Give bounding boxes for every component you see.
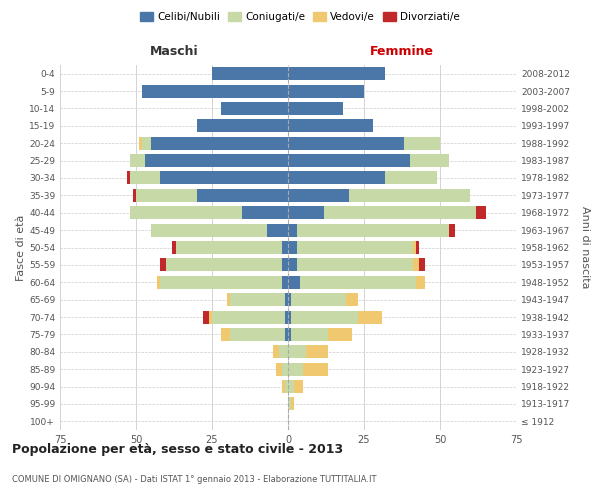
Bar — [282, 362, 288, 376]
Bar — [288, 276, 300, 289]
Bar — [288, 120, 373, 132]
Bar — [288, 84, 364, 98]
Bar — [230, 293, 285, 306]
Bar — [288, 241, 297, 254]
Bar — [172, 241, 176, 254]
Bar — [227, 293, 230, 306]
Bar — [288, 293, 291, 306]
Bar — [136, 189, 197, 202]
Bar — [282, 241, 288, 254]
Bar — [358, 310, 382, 324]
Bar — [288, 362, 303, 376]
Bar — [385, 172, 437, 184]
Bar — [221, 328, 230, 341]
Bar — [300, 276, 416, 289]
Bar — [349, 189, 470, 202]
Bar — [160, 258, 166, 272]
Text: Maschi: Maschi — [149, 45, 199, 58]
Bar — [197, 189, 288, 202]
Bar — [413, 241, 416, 254]
Bar — [267, 224, 288, 236]
Bar — [160, 172, 288, 184]
Bar — [288, 67, 385, 80]
Bar — [127, 172, 130, 184]
Bar — [285, 380, 288, 393]
Bar — [346, 293, 358, 306]
Bar — [288, 328, 291, 341]
Bar — [291, 398, 294, 410]
Bar — [176, 241, 282, 254]
Bar — [139, 136, 142, 149]
Bar — [297, 241, 413, 254]
Text: COMUNE DI OMIGNANO (SA) - Dati ISTAT 1° gennaio 2013 - Elaborazione TUTTITALIA.I: COMUNE DI OMIGNANO (SA) - Dati ISTAT 1° … — [12, 476, 377, 484]
Bar — [166, 258, 282, 272]
Bar — [285, 328, 288, 341]
Bar — [273, 346, 279, 358]
Bar — [157, 276, 160, 289]
Bar — [142, 84, 288, 98]
Bar — [282, 276, 288, 289]
Bar — [288, 258, 297, 272]
Bar — [410, 154, 449, 167]
Bar — [288, 310, 291, 324]
Bar — [285, 293, 288, 306]
Bar — [209, 310, 212, 324]
Bar — [288, 136, 404, 149]
Bar — [325, 206, 476, 220]
Bar — [285, 310, 288, 324]
Bar — [133, 189, 136, 202]
Bar — [288, 398, 291, 410]
Bar — [221, 102, 288, 115]
Bar — [416, 241, 419, 254]
Bar — [230, 328, 285, 341]
Bar — [288, 172, 385, 184]
Bar — [416, 276, 425, 289]
Bar — [294, 380, 303, 393]
Bar — [413, 258, 419, 272]
Bar — [145, 154, 288, 167]
Bar — [203, 310, 209, 324]
Bar — [288, 380, 294, 393]
Bar — [282, 258, 288, 272]
Bar — [160, 276, 282, 289]
Bar — [404, 136, 440, 149]
Bar — [303, 362, 328, 376]
Bar — [130, 206, 242, 220]
Bar — [212, 67, 288, 80]
Y-axis label: Fasce di età: Fasce di età — [16, 214, 26, 280]
Bar — [288, 102, 343, 115]
Text: Popolazione per età, sesso e stato civile - 2013: Popolazione per età, sesso e stato civil… — [12, 442, 343, 456]
Bar — [197, 120, 288, 132]
Bar — [291, 293, 346, 306]
Bar — [282, 380, 285, 393]
Bar — [130, 172, 160, 184]
Bar — [476, 206, 485, 220]
Bar — [306, 346, 328, 358]
Legend: Celibi/Nubili, Coniugati/e, Vedovi/e, Divorziati/e: Celibi/Nubili, Coniugati/e, Vedovi/e, Di… — [136, 8, 464, 26]
Bar — [288, 224, 297, 236]
Bar — [288, 346, 306, 358]
Bar — [130, 154, 145, 167]
Y-axis label: Anni di nascita: Anni di nascita — [580, 206, 590, 289]
Bar — [419, 258, 425, 272]
Bar — [297, 224, 449, 236]
Text: Femmine: Femmine — [370, 45, 434, 58]
Bar — [242, 206, 288, 220]
Bar — [328, 328, 352, 341]
Bar — [212, 310, 285, 324]
Bar — [291, 328, 328, 341]
Bar — [151, 224, 267, 236]
Bar — [297, 258, 413, 272]
Bar — [288, 189, 349, 202]
Bar — [142, 136, 151, 149]
Bar — [288, 154, 410, 167]
Bar — [291, 310, 358, 324]
Bar — [276, 362, 282, 376]
Bar — [279, 346, 288, 358]
Bar — [288, 206, 325, 220]
Bar — [449, 224, 455, 236]
Bar — [151, 136, 288, 149]
